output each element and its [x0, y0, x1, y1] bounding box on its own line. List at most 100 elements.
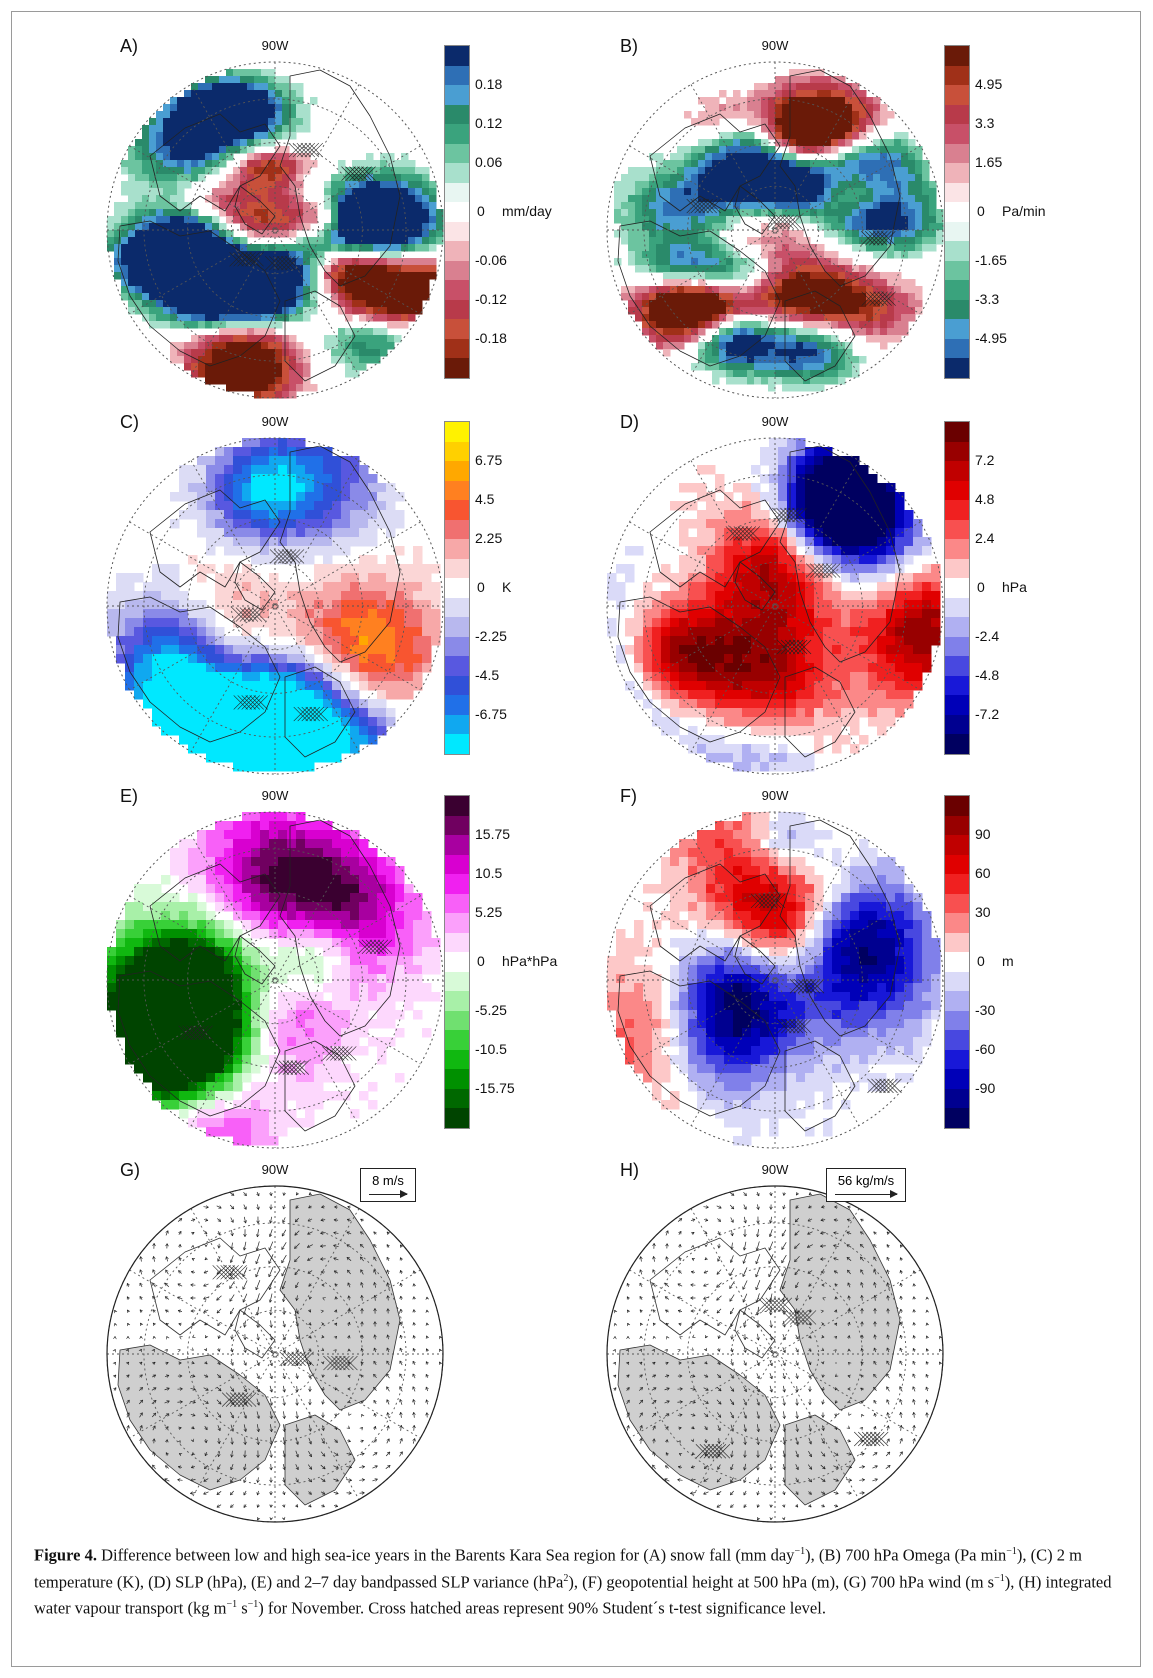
caption-sup: −1 — [1006, 1546, 1017, 1557]
colorbar-swatch — [445, 971, 469, 991]
land-mask — [618, 1345, 780, 1490]
colorbar-tick-label: -4.8 — [975, 666, 1000, 683]
meridian-label-90w: 90W — [261, 38, 289, 53]
land-mask — [780, 1194, 900, 1410]
coastline — [617, 1344, 781, 1491]
colorbar-swatch — [445, 952, 469, 972]
colorbar-swatch — [445, 991, 469, 1011]
colorbar-tick-label: -5.25 — [475, 1001, 507, 1018]
coastline — [117, 1344, 281, 1491]
panel-label: D) — [620, 412, 639, 432]
coastline — [649, 1237, 781, 1336]
meridian-line — [629, 895, 921, 1065]
colorbar-swatch — [945, 1030, 969, 1050]
coastline — [279, 69, 401, 287]
meridian-line — [690, 1208, 860, 1500]
colorbar-swatch — [445, 714, 469, 734]
coastline — [279, 445, 401, 663]
meridian-line — [629, 1269, 921, 1439]
colorbar-swatch — [445, 874, 469, 894]
reference-vector-arrow — [835, 1190, 898, 1198]
colorbar-swatch — [445, 1010, 469, 1030]
caption-sup: −1 — [794, 1546, 806, 1557]
colorbar-tick-label: 0.06 — [475, 154, 503, 170]
meridian-line — [629, 521, 921, 691]
meridian-line — [690, 84, 860, 376]
meridian-line — [190, 460, 360, 752]
meridian-label-90w: 90W — [261, 1162, 289, 1177]
colorbar-swatch — [445, 932, 469, 952]
map-border — [606, 811, 944, 1149]
colorbar-swatch — [445, 558, 469, 578]
colorbar-swatch — [945, 461, 969, 481]
colorbar-swatch — [445, 1069, 469, 1089]
colorbar-swatch — [445, 280, 469, 300]
panel-label: F) — [620, 786, 637, 806]
meridian-line — [129, 145, 421, 315]
colorbar-swatch — [945, 65, 969, 85]
colorbar-tick-label: 0 — [477, 952, 485, 969]
meridian-line — [690, 460, 860, 752]
colorbar-unit-label: K — [502, 578, 512, 595]
coastline — [649, 863, 781, 962]
reference-vector-box: 56 kg/m/s — [826, 1168, 906, 1202]
colorbar-swatch — [445, 539, 469, 559]
colorbar-swatch — [945, 241, 969, 261]
colorbar-swatch — [945, 913, 969, 933]
meridian-line — [629, 1269, 921, 1439]
map-outline — [106, 1185, 444, 1523]
colorbar-tick-label: -4.5 — [475, 666, 500, 683]
coastline — [234, 935, 276, 985]
colorbar-tick-label: 0 — [977, 202, 985, 219]
colorbar-swatch — [945, 796, 969, 816]
colorbar-swatch — [445, 578, 469, 598]
meridian-line — [129, 895, 421, 1065]
colorbar-tick-label: -3.3 — [975, 290, 1000, 307]
colorbar-swatch — [445, 519, 469, 539]
colorbar-swatch — [445, 1049, 469, 1069]
panel-d: D) 90W 7.2 4.8 2.4 0 -2.4 -4.8 -7.2 hPa — [590, 412, 1150, 784]
coastline — [649, 489, 781, 588]
colorbar-swatch — [945, 597, 969, 617]
coastline — [734, 561, 776, 611]
polar-map — [106, 811, 444, 1149]
coastline — [784, 1040, 856, 1132]
map-border — [106, 811, 444, 1149]
colorbar-swatch — [445, 461, 469, 481]
colorbar-swatch — [445, 299, 469, 319]
coastline — [784, 666, 856, 758]
colorbar — [444, 795, 470, 1129]
colorbar-swatch — [945, 480, 969, 500]
caption-text: s — [237, 1598, 248, 1618]
colorbar-swatch — [445, 65, 469, 85]
colorbar-tick-label: 7.2 — [975, 452, 995, 468]
colorbar-swatch — [945, 182, 969, 202]
colorbar-swatch — [445, 221, 469, 241]
colorbar-tick-label: -1.65 — [975, 251, 1007, 268]
coastline — [234, 185, 276, 235]
colorbar-swatch — [445, 1108, 469, 1128]
colorbar — [444, 421, 470, 755]
panel-label: A) — [120, 36, 138, 56]
caption-text: ) for November. Cross hatched areas repr… — [258, 1598, 826, 1618]
map-outline — [606, 1185, 944, 1523]
colorbar-swatch — [945, 358, 969, 378]
meridian-line — [190, 834, 360, 1126]
panel-label: C) — [120, 412, 139, 432]
colorbar-swatch — [945, 874, 969, 894]
coastline — [779, 69, 901, 287]
colorbar-swatch — [945, 104, 969, 124]
colorbar-swatch — [945, 617, 969, 637]
coastline — [117, 596, 281, 743]
colorbar-tick-label: -10.5 — [475, 1040, 507, 1057]
colorbar-swatch — [445, 695, 469, 715]
colorbar-swatch — [945, 714, 969, 734]
colorbar-unit-label: Pa/min — [1002, 202, 1046, 219]
field-shading — [607, 438, 941, 772]
meridian-line — [190, 1208, 360, 1500]
colorbar-swatch — [945, 280, 969, 300]
colorbar-swatch — [445, 143, 469, 163]
colorbar-swatch — [445, 636, 469, 656]
colorbar-swatch — [945, 675, 969, 695]
colorbar-tick-label: 90 — [975, 826, 991, 842]
